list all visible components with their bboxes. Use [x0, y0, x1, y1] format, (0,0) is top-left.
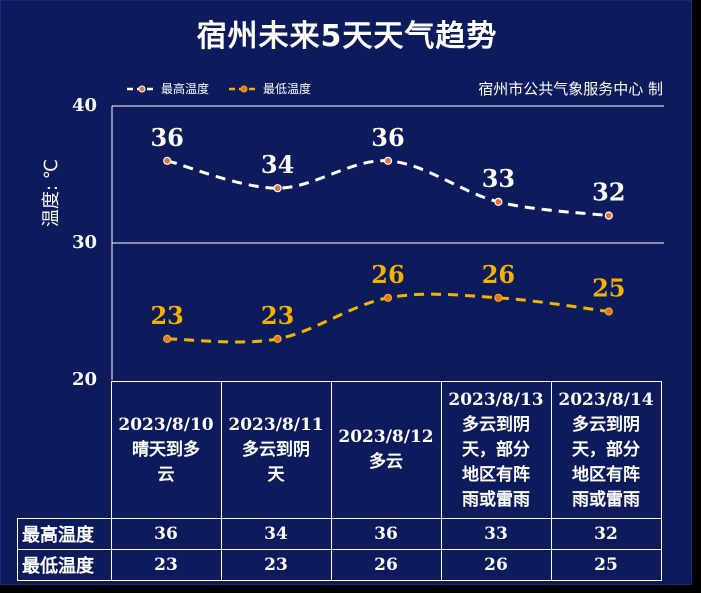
- legend-high-swatch: [127, 85, 157, 92]
- low-cell-3: 26: [330, 549, 442, 581]
- weather-line: 2023/8/12: [338, 427, 434, 447]
- low-cell-2: 23: [220, 549, 332, 581]
- weather-line: 地区有阵: [572, 464, 640, 485]
- low-cell-1: 23: [110, 549, 222, 581]
- data-label: 23: [261, 301, 294, 330]
- data-label: 36: [371, 123, 404, 152]
- weather-line: 多云到阴: [572, 414, 640, 435]
- weather-cell-2: 2023/8/11 多云到阴天: [220, 381, 332, 519]
- credit-text: 宿州市公共气象服务中心 制: [478, 80, 663, 98]
- data-label: 34: [261, 150, 294, 179]
- weather-line: 雨或雷雨: [572, 489, 640, 510]
- low-temp-row: 最低温度 23 23 26 26 25: [17, 549, 662, 581]
- data-label: 26: [371, 260, 404, 289]
- weather-line: 地区有阵: [462, 464, 530, 485]
- weather-text-5: 2023/8/14 多云到阴天，部分地区有阵雨或雷雨: [552, 388, 661, 513]
- data-point: [604, 307, 613, 316]
- high-cell-5: 32: [550, 518, 662, 550]
- data-point: [163, 334, 172, 343]
- weather-cell-5: 2023/8/14 多云到阴天，部分地区有阵雨或雷雨: [550, 381, 662, 519]
- data-label: 25: [592, 274, 625, 303]
- high-cell-1: 36: [110, 518, 222, 550]
- weather-line: 雨或雷雨: [462, 489, 530, 510]
- data-point: [273, 334, 282, 343]
- data-point: [383, 293, 393, 302]
- weather-line: 2023/8/11: [228, 414, 324, 435]
- weather-line: 2023/8/13: [448, 389, 544, 410]
- data-label: 36: [150, 123, 183, 152]
- legend-high: 最高温度: [127, 80, 209, 97]
- weather-text-3: 2023/8/12 多云: [332, 425, 441, 475]
- data-point: [163, 156, 172, 165]
- weather-cell-3: 2023/8/12 多云: [330, 381, 442, 519]
- legend-low-label: 最低温度: [263, 82, 312, 96]
- weather-line: 2023/8/14: [558, 389, 654, 410]
- high-row-label: 最高温度: [17, 518, 112, 550]
- weather-line: 多云到阴: [462, 414, 530, 435]
- low-cell-4: 26: [440, 549, 552, 581]
- data-label: 33: [482, 164, 515, 193]
- weather-line: 2023/8/10: [118, 414, 214, 435]
- y-tick-30: 30: [71, 232, 97, 253]
- high-cell-3: 36: [330, 518, 442, 550]
- data-label: 23: [150, 301, 183, 330]
- weather-line: 多云: [369, 452, 403, 472]
- chart-panel: 宿州未来5天天气趋势 最高温度 最低温度 宿州市公共气象服务中心 制 温度: ℃…: [0, 0, 692, 585]
- legend-low: 最低温度: [229, 80, 311, 97]
- weather-line: 多云到阴: [242, 439, 310, 460]
- weather-line: 天，部分: [572, 439, 640, 460]
- plot-area: 36 34 36 33 32 23 23 26 26 25: [111, 105, 664, 380]
- weather-line: 云: [157, 464, 175, 485]
- weather-line: 晴天到多: [132, 439, 200, 460]
- weather-line: 天，部分: [462, 439, 530, 460]
- legend-high-label: 最高温度: [161, 82, 210, 96]
- high-cell-4: 33: [440, 518, 552, 550]
- series-line-high: [166, 159, 609, 218]
- weather-row: 2023/8/10 晴天到多云 2023/8/11 多云到阴天 2023/8/12 多…: [17, 381, 662, 519]
- data-label: 26: [482, 260, 515, 289]
- weather-line: 天: [267, 464, 285, 485]
- low-cell-5: 25: [550, 549, 662, 581]
- chart-title: 宿州未来5天天气趋势: [196, 19, 498, 54]
- data-label: 32: [592, 178, 625, 207]
- table-corner: [17, 381, 112, 519]
- weather-text-2: 2023/8/11 多云到阴天: [222, 413, 331, 488]
- weather-text-1: 2023/8/10 晴天到多云: [112, 413, 221, 488]
- data-point: [604, 211, 613, 220]
- data-point: [494, 293, 503, 302]
- weather-cell-1: 2023/8/10 晴天到多云: [110, 381, 222, 519]
- high-temp-row: 最高温度 36 34 36 33 32: [17, 518, 662, 550]
- forecast-table: 2023/8/10 晴天到多云 2023/8/11 多云到阴天 2023/8/12 多…: [17, 381, 662, 581]
- high-cell-2: 34: [220, 518, 332, 550]
- weather-text-4: 2023/8/13 多云到阴天，部分地区有阵雨或雷雨: [442, 388, 551, 513]
- y-tick-40: 40: [71, 95, 97, 116]
- data-point: [383, 156, 393, 165]
- data-point: [273, 184, 282, 193]
- legend-low-swatch: [229, 85, 259, 92]
- low-row-label: 最低温度: [17, 549, 112, 581]
- data-point: [494, 197, 503, 206]
- weather-cell-4: 2023/8/13 多云到阴天，部分地区有阵雨或雷雨: [440, 381, 552, 519]
